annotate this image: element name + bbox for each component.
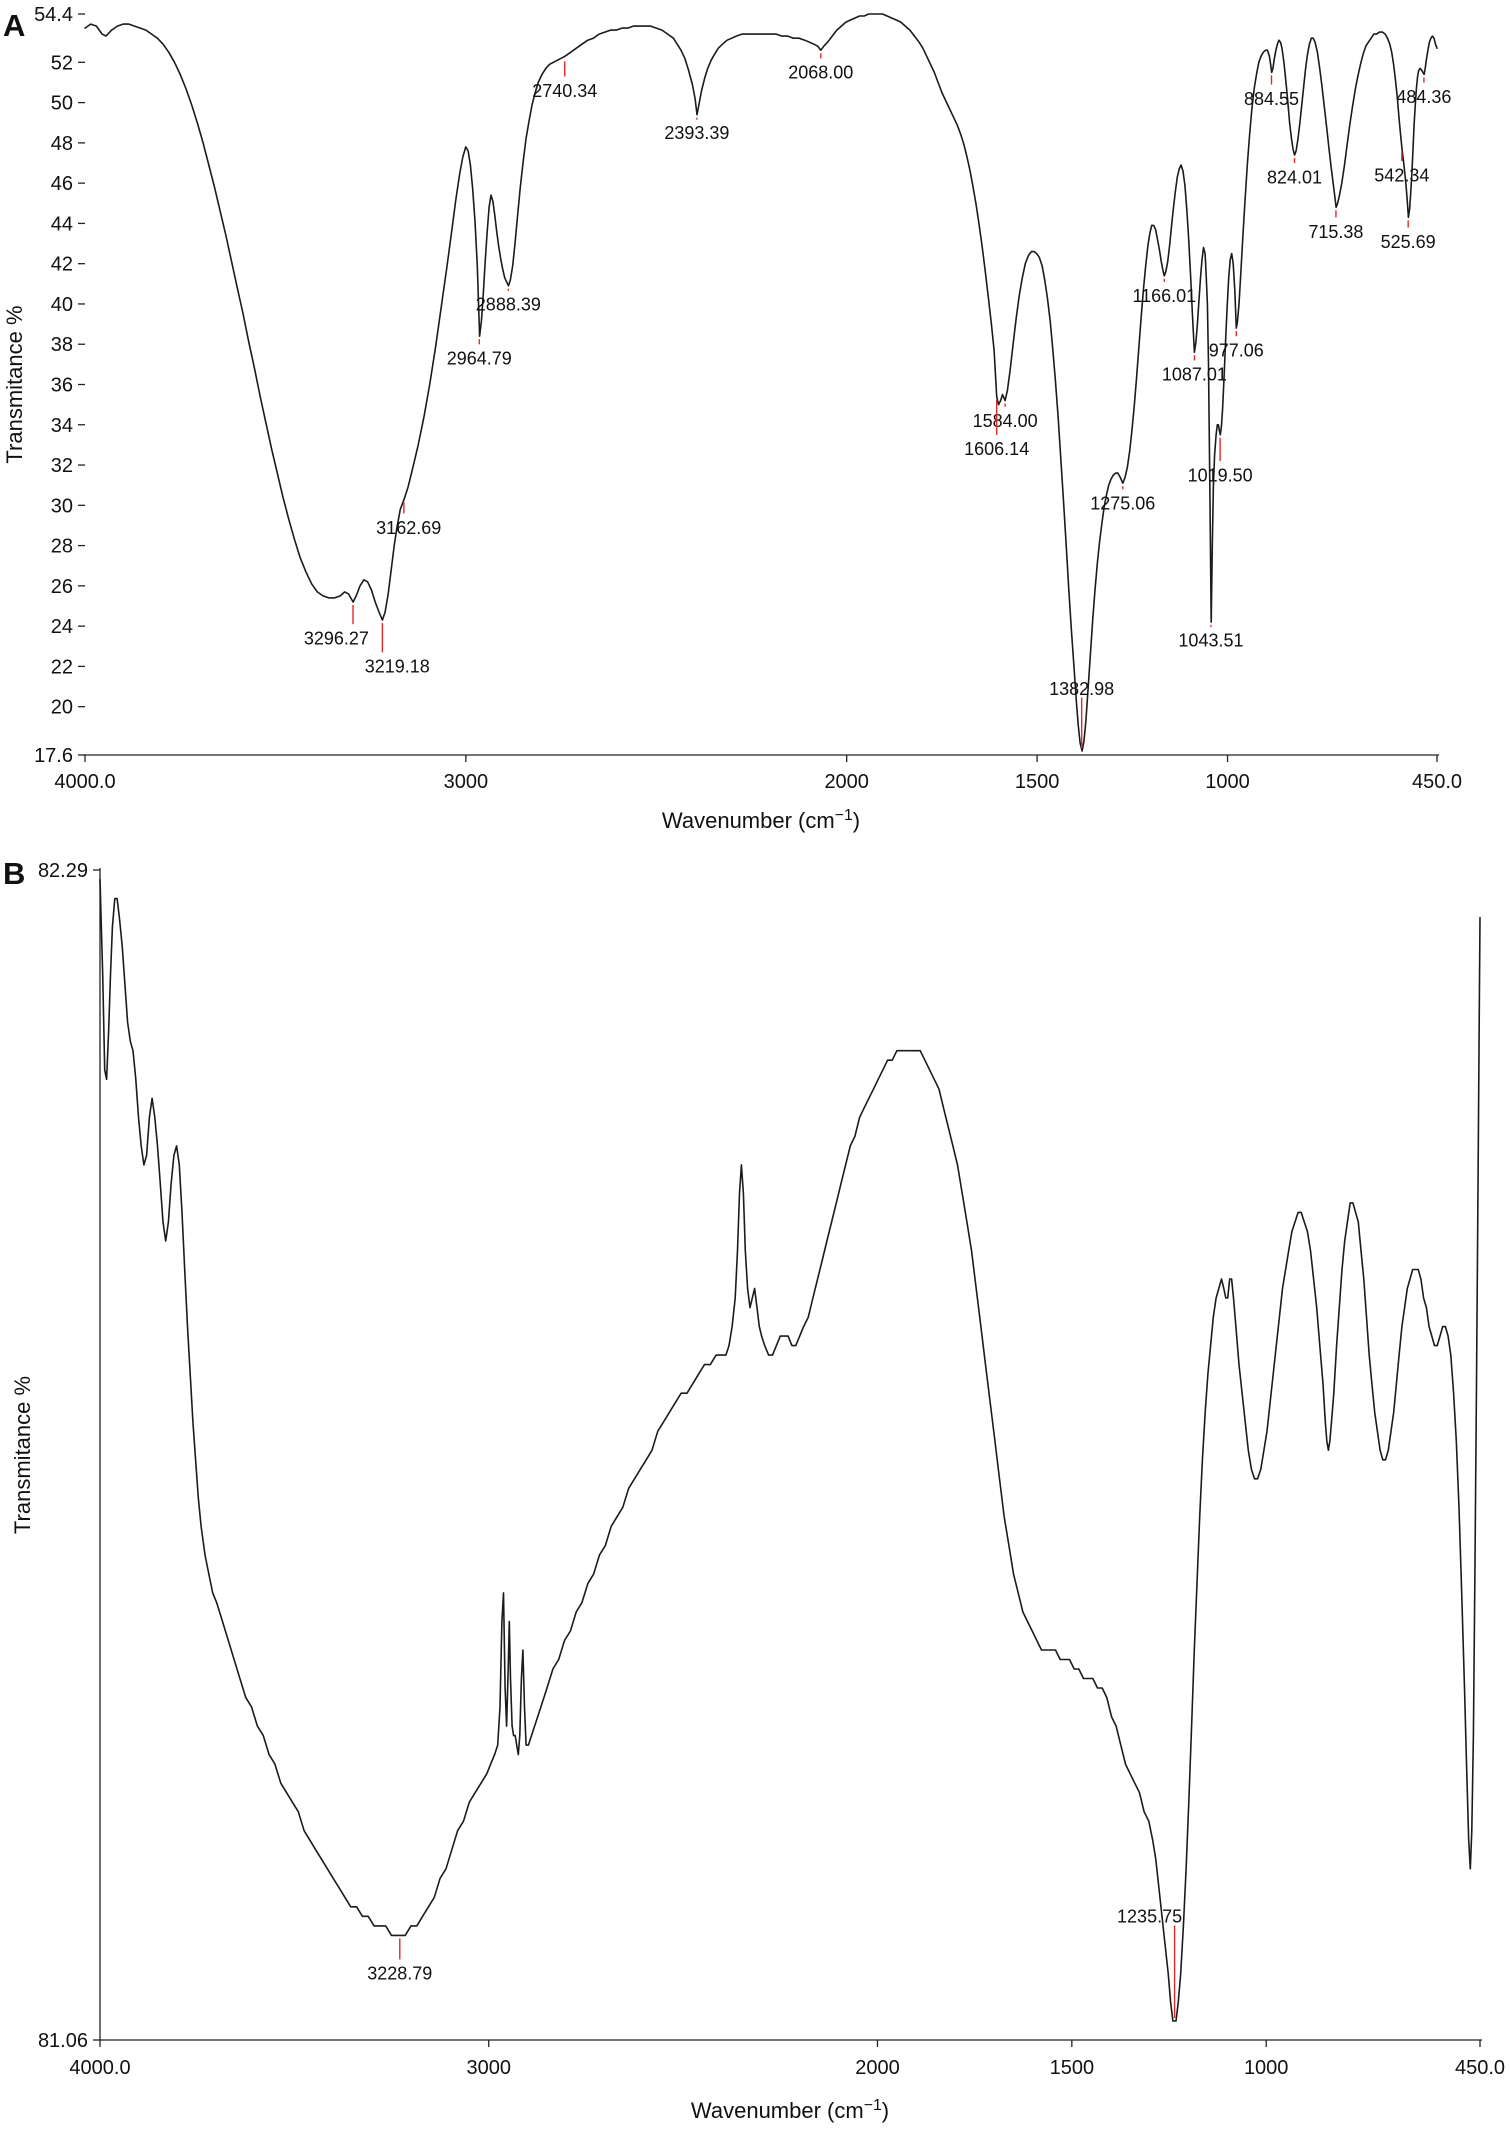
- x-tick-label: 1000: [1244, 2057, 1289, 2079]
- y-tick-label: 24: [51, 616, 73, 638]
- peak-label: 1043.51: [1178, 631, 1243, 651]
- peak-label: 2964.79: [447, 349, 512, 369]
- peak-label: 2888.39: [476, 294, 541, 314]
- peak-label: 3296.27: [304, 629, 369, 649]
- panel-letter: A: [3, 8, 25, 43]
- peak-label: 1087.01: [1162, 365, 1227, 385]
- panel-letter: B: [3, 856, 25, 891]
- y-tick-label: 40: [51, 294, 73, 316]
- peak-label: 1166.01: [1132, 286, 1196, 306]
- peak-label: 3162.69: [376, 518, 441, 538]
- x-tick-label: 4000.0: [54, 771, 115, 793]
- y-tick-label: 81.06: [38, 2030, 88, 2052]
- y-tick-label: 38: [51, 334, 73, 356]
- y-tick-label: 52: [51, 52, 73, 74]
- x-tick-label: 2000: [824, 771, 869, 793]
- y-tick-label: 32: [51, 455, 73, 477]
- x-tick-label: 4000.0: [69, 2057, 130, 2079]
- y-axis-title: Transmitance %: [2, 305, 27, 463]
- peak-label: 542.34: [1374, 165, 1429, 185]
- y-axis-title: Transmitance %: [10, 1376, 35, 1534]
- x-tick-label: 450.0: [1455, 2057, 1505, 2079]
- spectrum-curve: [99, 878, 1481, 2022]
- spectrum-panel-a: 4000.0 3000 2000 1500 1000 450.0 54.4 52 50 48 46 4…: [2, 4, 1462, 833]
- peak-label: 2393.39: [664, 123, 729, 143]
- x-tick-label: 1500: [1050, 2057, 1095, 2079]
- y-tick-label: 17.6: [34, 745, 73, 767]
- spectrum-panel-b: 4000.0 3000 2000 1500 1000 450.0 82.29 81.06 322…: [3, 856, 1505, 2123]
- peak-label: 824.01: [1267, 167, 1322, 187]
- peak-label: 2068.00: [788, 63, 853, 83]
- y-tick-label: 46: [51, 173, 73, 195]
- peak-label: 1275.06: [1090, 494, 1155, 514]
- peak-label: 1019.50: [1188, 465, 1253, 485]
- x-tick-label: 3000: [466, 2057, 511, 2079]
- y-tick-label: 20: [51, 697, 73, 719]
- y-tick-label: 50: [51, 93, 73, 115]
- x-tick-label: 450.0: [1412, 771, 1462, 793]
- peak-label: 3219.18: [365, 657, 430, 677]
- peak-label: 3228.79: [367, 1964, 432, 1984]
- peak-label: 884.55: [1244, 89, 1299, 109]
- spectrum-curve: [84, 13, 1438, 752]
- x-axis-title: Wavenumber (cm−1): [662, 807, 860, 833]
- peak-label: 2740.34: [532, 81, 597, 101]
- peak-label: 1584.00: [973, 411, 1038, 431]
- x-tick-label: 1500: [1015, 771, 1060, 793]
- y-tick-label: 82.29: [38, 860, 88, 882]
- y-tick-label: 48: [51, 133, 73, 155]
- x-tick-label: 2000: [855, 2057, 900, 2079]
- peak-label: 715.38: [1308, 222, 1363, 242]
- peak-label: 1382.98: [1049, 679, 1114, 699]
- y-tick-label: 30: [51, 495, 73, 517]
- y-tick-label: 22: [51, 656, 73, 678]
- y-tick-label: 44: [51, 213, 73, 235]
- peak-label: 977.06: [1209, 341, 1264, 361]
- peak-label: 525.69: [1381, 232, 1436, 252]
- peak-label: 1606.14: [964, 439, 1029, 459]
- peak-label: 484.36: [1396, 87, 1451, 107]
- y-tick-label: 36: [51, 375, 73, 397]
- y-tick-label: 28: [51, 536, 73, 558]
- x-tick-label: 3000: [444, 771, 489, 793]
- peak-label: 1235.75: [1117, 1907, 1182, 1927]
- y-tick-label: 34: [51, 415, 73, 437]
- y-tick-label: 54.4: [34, 4, 73, 26]
- y-tick-label: 26: [51, 576, 73, 598]
- x-tick-label: 1000: [1205, 771, 1250, 793]
- x-axis-title: Wavenumber (cm−1): [691, 2097, 889, 2123]
- y-tick-label: 42: [51, 254, 73, 276]
